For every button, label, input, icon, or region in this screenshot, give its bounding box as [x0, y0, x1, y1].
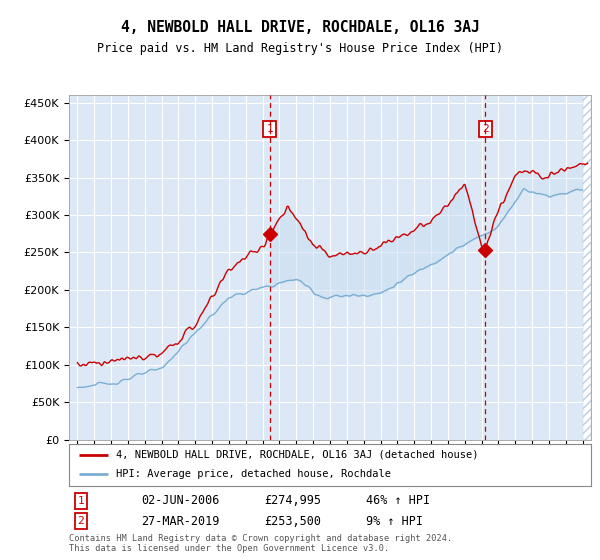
Text: 4, NEWBOLD HALL DRIVE, ROCHDALE, OL16 3AJ (detached house): 4, NEWBOLD HALL DRIVE, ROCHDALE, OL16 3A…: [116, 450, 478, 460]
Text: Contains HM Land Registry data © Crown copyright and database right 2024.
This d: Contains HM Land Registry data © Crown c…: [69, 534, 452, 553]
Text: 27-MAR-2019: 27-MAR-2019: [141, 515, 220, 528]
Text: £274,995: £274,995: [264, 494, 321, 507]
Text: 1: 1: [266, 124, 273, 134]
Text: 02-JUN-2006: 02-JUN-2006: [141, 494, 220, 507]
Text: 2: 2: [77, 516, 85, 526]
Text: HPI: Average price, detached house, Rochdale: HPI: Average price, detached house, Roch…: [116, 469, 391, 479]
Text: £253,500: £253,500: [264, 515, 321, 528]
Text: 4, NEWBOLD HALL DRIVE, ROCHDALE, OL16 3AJ: 4, NEWBOLD HALL DRIVE, ROCHDALE, OL16 3A…: [121, 20, 479, 35]
Text: 9% ↑ HPI: 9% ↑ HPI: [366, 515, 423, 528]
Text: 1: 1: [77, 496, 85, 506]
Text: 2: 2: [482, 124, 489, 134]
Text: 46% ↑ HPI: 46% ↑ HPI: [366, 494, 430, 507]
Text: Price paid vs. HM Land Registry's House Price Index (HPI): Price paid vs. HM Land Registry's House …: [97, 42, 503, 55]
